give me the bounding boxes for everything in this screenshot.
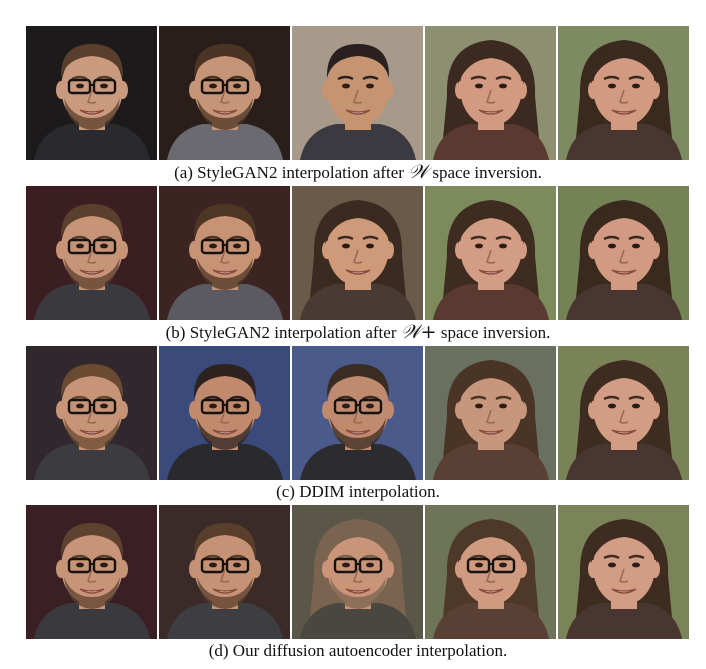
caption-math: 𝒲+ — [400, 321, 437, 343]
face-image — [558, 346, 689, 480]
face-image — [159, 26, 290, 160]
caption-text: (a) StyleGAN2 interpolation after — [174, 163, 409, 182]
face-portrait — [292, 346, 423, 480]
face-image — [425, 505, 556, 639]
face-image — [159, 346, 290, 480]
row-d-images — [26, 505, 690, 639]
caption-math: 𝒲 — [408, 161, 429, 183]
face-portrait — [159, 26, 290, 160]
face-image — [159, 505, 290, 639]
face-portrait — [558, 186, 689, 320]
face-portrait — [159, 346, 290, 480]
caption-a: (a) StyleGAN2 interpolation after 𝒲 spac… — [26, 162, 690, 183]
caption-c: (c) DDIM interpolation. — [26, 482, 690, 502]
face-image — [26, 505, 157, 639]
row-c-images — [26, 346, 690, 480]
face-portrait — [26, 186, 157, 320]
face-portrait — [292, 26, 423, 160]
caption-d: (d) Our diffusion autoencoder interpolat… — [26, 641, 690, 661]
face-portrait — [558, 346, 689, 480]
face-portrait — [425, 505, 556, 639]
caption-b: (b) StyleGAN2 interpolation after 𝒲+ spa… — [26, 322, 690, 343]
face-image — [292, 505, 423, 639]
face-image — [425, 26, 556, 160]
face-portrait — [558, 505, 689, 639]
face-image — [292, 346, 423, 480]
face-portrait — [26, 346, 157, 480]
row-b-images — [26, 186, 690, 320]
caption-text: (b) StyleGAN2 interpolation after — [165, 323, 401, 342]
face-portrait — [159, 186, 290, 320]
face-image — [292, 26, 423, 160]
face-image — [425, 186, 556, 320]
face-image — [26, 346, 157, 480]
caption-text: (c) DDIM interpolation. — [276, 482, 440, 501]
face-portrait — [292, 186, 423, 320]
face-portrait — [26, 26, 157, 160]
face-portrait — [425, 186, 556, 320]
face-portrait — [425, 26, 556, 160]
face-portrait — [159, 505, 290, 639]
face-portrait — [425, 346, 556, 480]
face-portrait — [292, 505, 423, 639]
caption-text: space inversion. — [436, 323, 551, 342]
face-image — [26, 26, 157, 160]
row-a-images — [26, 26, 690, 160]
face-image — [292, 186, 423, 320]
face-image — [558, 505, 689, 639]
caption-text: space inversion. — [428, 163, 542, 182]
face-image — [425, 346, 556, 480]
face-portrait — [558, 26, 689, 160]
face-portrait — [26, 505, 157, 639]
face-image — [558, 186, 689, 320]
face-image — [159, 186, 290, 320]
caption-text: (d) Our diffusion autoencoder interpolat… — [208, 641, 508, 660]
face-image — [558, 26, 689, 160]
face-image — [26, 186, 157, 320]
